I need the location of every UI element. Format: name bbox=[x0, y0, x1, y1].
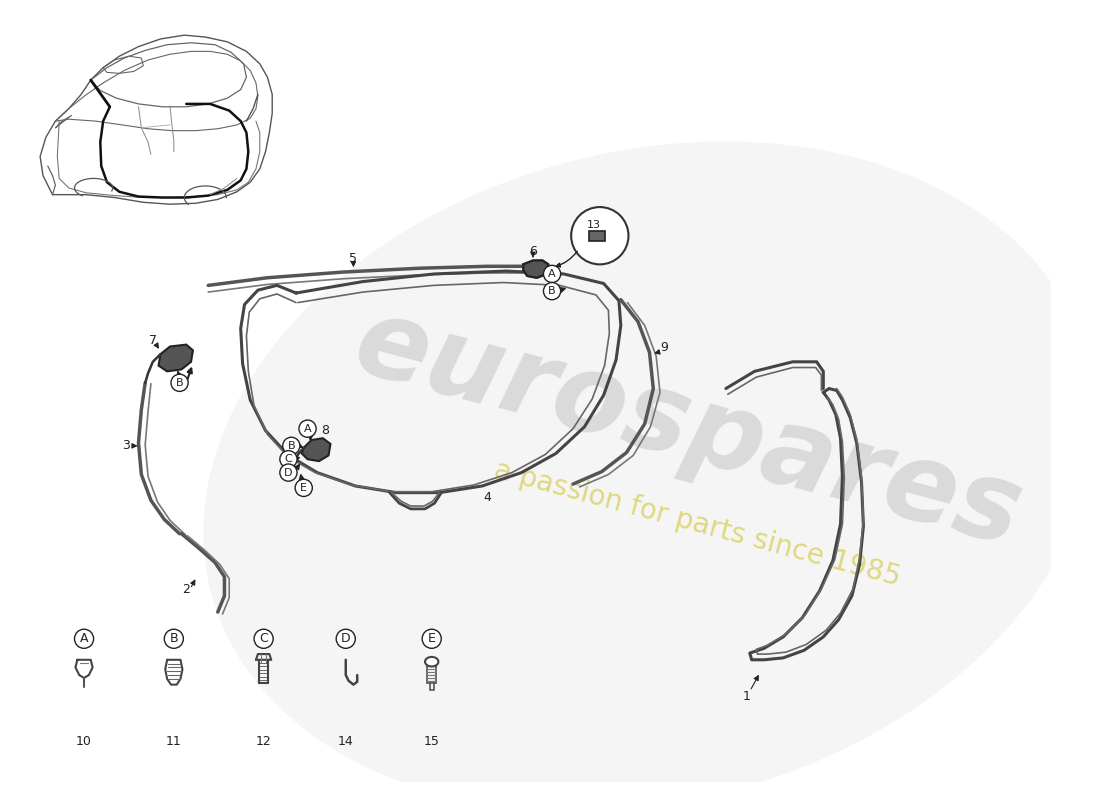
Ellipse shape bbox=[425, 657, 439, 666]
Circle shape bbox=[337, 630, 355, 648]
Text: 15: 15 bbox=[424, 735, 440, 749]
Circle shape bbox=[295, 479, 312, 497]
Text: a passion for parts since 1985: a passion for parts since 1985 bbox=[491, 456, 903, 592]
Text: 13: 13 bbox=[587, 220, 601, 230]
Text: 4: 4 bbox=[483, 491, 491, 504]
Circle shape bbox=[254, 630, 273, 648]
Text: 11: 11 bbox=[166, 735, 182, 749]
Text: B: B bbox=[176, 378, 184, 388]
Text: A: A bbox=[80, 632, 88, 646]
Circle shape bbox=[164, 630, 184, 648]
Text: A: A bbox=[548, 269, 556, 279]
Text: 2: 2 bbox=[183, 582, 190, 596]
Circle shape bbox=[543, 266, 561, 282]
Circle shape bbox=[422, 630, 441, 648]
Text: 12: 12 bbox=[255, 735, 272, 749]
Circle shape bbox=[279, 464, 297, 481]
Circle shape bbox=[571, 207, 628, 264]
Text: 3: 3 bbox=[122, 439, 130, 452]
Text: D: D bbox=[284, 467, 293, 478]
Text: A: A bbox=[304, 424, 311, 434]
Circle shape bbox=[170, 374, 188, 391]
Text: 7: 7 bbox=[148, 334, 157, 347]
Ellipse shape bbox=[204, 142, 1096, 800]
Text: 14: 14 bbox=[338, 735, 353, 749]
Text: 10: 10 bbox=[76, 735, 92, 749]
Text: C: C bbox=[285, 454, 293, 464]
Polygon shape bbox=[158, 345, 192, 371]
Polygon shape bbox=[301, 438, 330, 461]
Text: 6: 6 bbox=[529, 245, 537, 258]
Text: C: C bbox=[260, 632, 268, 646]
Polygon shape bbox=[524, 261, 548, 278]
Text: 8: 8 bbox=[321, 424, 329, 437]
Text: eurospares: eurospares bbox=[343, 289, 1033, 569]
Text: E: E bbox=[300, 483, 307, 493]
Circle shape bbox=[299, 420, 316, 438]
Text: B: B bbox=[169, 632, 178, 646]
FancyBboxPatch shape bbox=[590, 231, 605, 242]
Circle shape bbox=[543, 282, 561, 300]
Text: 1: 1 bbox=[742, 690, 751, 702]
Text: 5: 5 bbox=[350, 252, 358, 265]
Circle shape bbox=[283, 438, 300, 454]
Text: B: B bbox=[287, 441, 295, 451]
Text: 9: 9 bbox=[660, 341, 668, 354]
Text: E: E bbox=[428, 632, 436, 646]
Circle shape bbox=[279, 450, 297, 468]
Text: B: B bbox=[548, 286, 556, 296]
Text: D: D bbox=[341, 632, 351, 646]
Circle shape bbox=[75, 630, 94, 648]
